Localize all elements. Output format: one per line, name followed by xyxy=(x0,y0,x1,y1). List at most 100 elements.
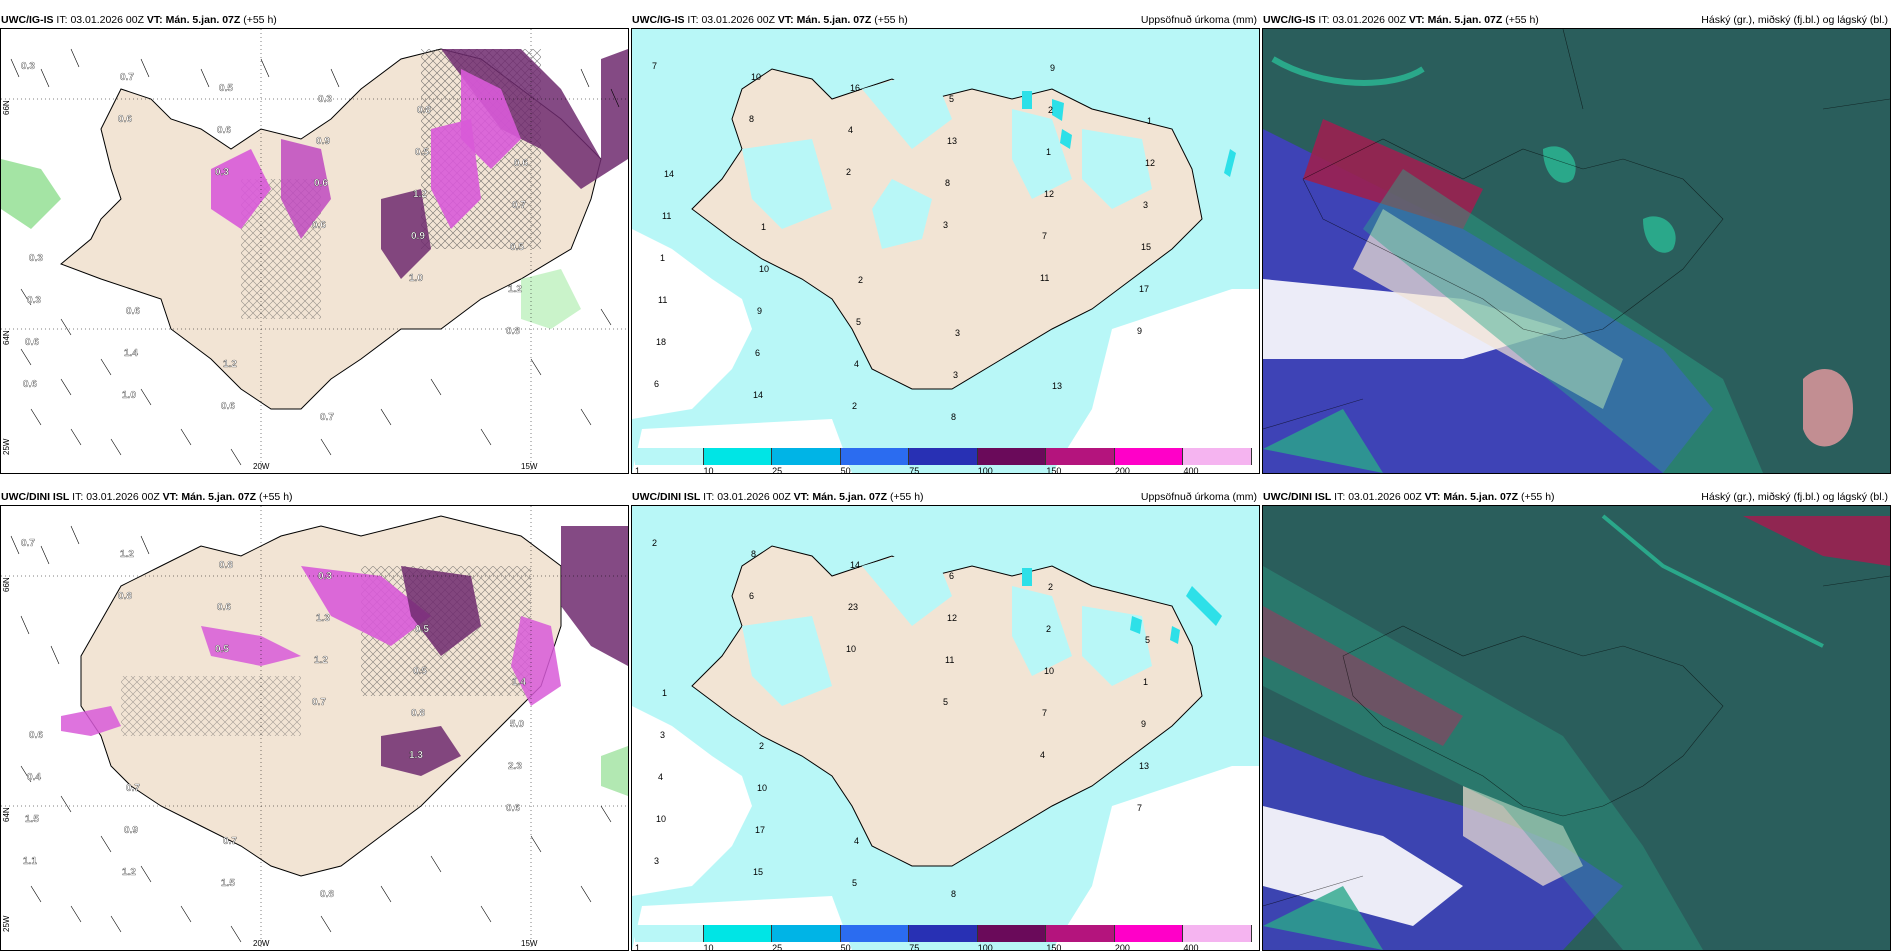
value-label: 1.4 xyxy=(124,348,138,359)
value-label: 5.0 xyxy=(510,719,524,730)
value-label: 1.5 xyxy=(221,878,235,889)
value-label: 1.3 xyxy=(409,750,423,761)
lead-time: (+55 h) xyxy=(874,14,908,26)
value-label: 5 xyxy=(943,697,948,707)
lon-label-20w: 20W xyxy=(253,939,270,948)
value-label: 0.6 xyxy=(126,306,140,317)
lat-label-64: 64N xyxy=(2,330,11,345)
value-label: 12 xyxy=(1145,158,1155,168)
colorbar-label: 100 xyxy=(977,943,993,951)
colorbar-segment xyxy=(840,925,910,942)
value-label: 1.2 xyxy=(120,549,134,560)
vt-value: Mán. 5.jan. 07Z xyxy=(165,14,241,26)
colorbar-label: 200 xyxy=(1114,466,1130,474)
colorbar-segment xyxy=(840,448,910,465)
value-label: 0.8 xyxy=(506,326,520,337)
value-label: 14 xyxy=(753,390,763,400)
it-value: 03.01.2026 00Z xyxy=(70,14,144,26)
lon-label-25w: 25W xyxy=(2,915,11,932)
colorbar-label: 100 xyxy=(977,466,993,474)
value-label: 2.3 xyxy=(508,761,522,772)
value-labels: 7823119610487171814161312151162513194821… xyxy=(652,61,1155,422)
map-frame: 66N 64N 25W 20W 15W 0.7 0.8 0.5 0.7 1.3 0.6 1.… xyxy=(0,505,629,951)
map-frame xyxy=(1262,505,1891,951)
value-label: 1.2 xyxy=(122,867,136,878)
value-label: 0.7 xyxy=(512,200,526,211)
panel-header: UWC/DINI ISL IT: 03.01.2026 00Z VT: Mán.… xyxy=(1,490,628,505)
value-label: 2 xyxy=(858,275,863,285)
panel-r2c3: UWC/DINI ISL IT: 03.01.2026 00Z VT: Mán.… xyxy=(1262,490,1891,951)
value-label: 1.2 xyxy=(413,189,427,200)
value-labels: 0.7 0.8 0.5 0.7 1.3 0.6 1.1 1.2 0.6 1.2 0.8 2.3 1.5 1… xyxy=(21,538,527,900)
panel-header: UWC/IG-IS IT: 03.01.2026 00Z VT: Mán. 5.… xyxy=(1,13,628,28)
value-label: 1 xyxy=(662,688,667,698)
value-label: 14 xyxy=(664,169,674,179)
value-label: 0.4 xyxy=(27,772,41,783)
colorbar-label: 1 xyxy=(635,943,641,951)
iceland-land xyxy=(691,545,1203,867)
value-label: 13 xyxy=(1052,381,1062,391)
map-frame xyxy=(1262,28,1891,474)
value-label: 4 xyxy=(854,359,859,369)
panel-header: UWC/DINI ISL IT: 03.01.2026 00Z VT: Mán.… xyxy=(1263,490,1890,505)
value-label: 0.6 xyxy=(29,730,43,741)
lat-label-66: 66N xyxy=(2,577,11,592)
value-label: 6 xyxy=(949,571,954,581)
value-label: 6 xyxy=(755,348,760,358)
model-name: UWC/DINI ISL xyxy=(1263,491,1332,503)
colorbar-segment xyxy=(1114,448,1184,465)
lon-label-15w: 15W xyxy=(521,462,538,471)
vt-value: Mán. 5.jan. 07Z xyxy=(796,14,872,26)
it-label: IT: xyxy=(703,491,715,503)
value-label: 0.8 xyxy=(219,560,233,571)
value-label: 10 xyxy=(846,644,856,654)
value-label: 0.6 xyxy=(506,803,520,814)
it-label: IT: xyxy=(56,14,68,26)
colorbar-segment xyxy=(635,448,704,465)
value-label: 1 xyxy=(1143,677,1148,687)
value-label: 2 xyxy=(759,741,764,751)
value-label: 1.2 xyxy=(314,655,328,666)
value-label: 0.8 xyxy=(118,591,132,602)
vt-value: Mán. 5.jan. 07Z xyxy=(181,491,257,503)
value-label: 0.6 xyxy=(312,220,326,231)
value-label: 0.6 xyxy=(221,401,235,412)
value-label: 0.8 xyxy=(320,889,334,900)
value-label: 2 xyxy=(846,167,851,177)
value-label: 0.7 xyxy=(320,412,334,423)
value-label: 1 xyxy=(1147,116,1152,126)
value-label: 8 xyxy=(749,114,754,124)
panel-title: Uppsöfnuð úrkoma (mm) xyxy=(1140,491,1257,503)
model-name: UWC/IG-IS xyxy=(632,14,685,26)
value-label: 7 xyxy=(1042,708,1047,718)
value-label: 11 xyxy=(945,655,954,665)
panel-r2c2: UWC/DINI ISL IT: 03.01.2026 00Z VT: Mán.… xyxy=(631,490,1260,951)
it-label: IT: xyxy=(72,491,84,503)
value-label: 0.7 xyxy=(21,538,35,549)
value-label: 15 xyxy=(753,867,763,877)
value-label: 0.6 xyxy=(217,602,231,613)
it-label: IT: xyxy=(1318,14,1330,26)
panel-r1c2: UWC/IG-IS IT: 03.01.2026 00Z VT: Mán. 5.… xyxy=(631,13,1260,474)
value-label: 0.7 xyxy=(312,697,326,708)
value-label: 3 xyxy=(943,220,948,230)
colorbar-label: 75 xyxy=(909,943,920,951)
vt-label: VT: xyxy=(1424,491,1441,503)
value-label: 14 xyxy=(850,560,860,570)
vt-value: Mán. 5.jan. 07Z xyxy=(1443,491,1519,503)
value-label: 1.1 xyxy=(23,856,37,867)
panel-header: UWC/IG-IS IT: 03.01.2026 00Z VT: Mán. 5.… xyxy=(632,13,1259,28)
vt-label: VT: xyxy=(162,491,179,503)
value-label: 4 xyxy=(854,836,859,846)
value-label: 0.5 xyxy=(415,624,429,635)
panel-header: UWC/IG-IS IT: 03.01.2026 00Z VT: Mán. 5.… xyxy=(1263,13,1890,28)
colorbar-segment xyxy=(703,448,773,465)
value-label: 0.5 xyxy=(415,147,429,158)
value-label: 5 xyxy=(1145,635,1150,645)
colorbar-segment xyxy=(772,925,841,942)
map-frame: 7 8 2 3 11 9 6 10 4 8 7 17 18 14 16 13 12 15 11 6 2 5 1 3 1 9 4 8 2 1… xyxy=(631,28,1260,474)
vt-value: Mán. 5.jan. 07Z xyxy=(812,491,888,503)
colorbar-segment xyxy=(1183,448,1252,465)
colorbar-label: 25 xyxy=(772,466,783,474)
value-label: 1.2 xyxy=(508,284,522,295)
